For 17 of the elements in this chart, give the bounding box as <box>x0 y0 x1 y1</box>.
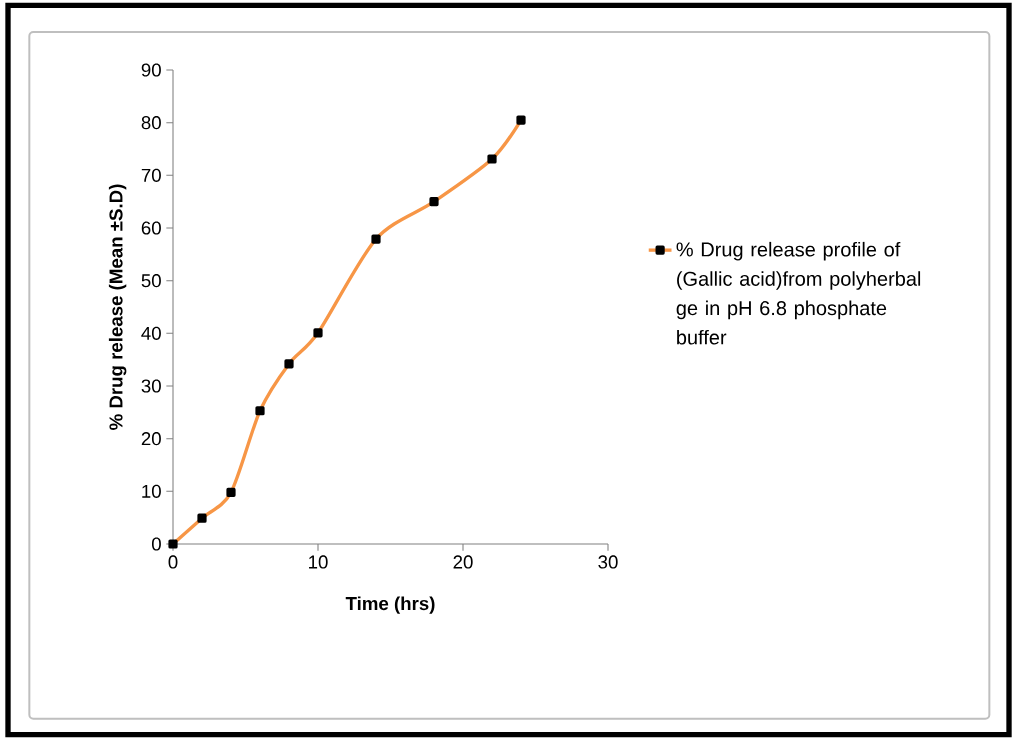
y-tick-label: 50 <box>141 274 161 288</box>
y-tick-label: 20 <box>141 432 161 446</box>
x-tick-label: 10 <box>309 555 328 569</box>
y-tick-label: 60 <box>141 221 161 235</box>
x-tick-label: 30 <box>598 555 618 569</box>
y-tick-label: 90 <box>141 63 161 77</box>
x-tick-label: 0 <box>168 555 178 569</box>
y-tick-label: 40 <box>141 326 161 340</box>
x-tick-label: 20 <box>453 555 473 569</box>
x-axis-title: Time (hrs) <box>345 596 435 614</box>
legend-label: % Drug release profile of (Gallic acid)from polyherbal ge in pH 6.8 phosphate buffer <box>676 241 921 345</box>
y-tick-label: 10 <box>142 484 161 498</box>
y-tick-label: 0 <box>151 537 161 551</box>
y-tick-label: 70 <box>141 168 161 182</box>
y-tick-label: 80 <box>141 116 161 130</box>
y-axis-title: % Drug release (Mean ±S.D) <box>108 184 127 430</box>
y-tick-label: 30 <box>141 379 161 393</box>
